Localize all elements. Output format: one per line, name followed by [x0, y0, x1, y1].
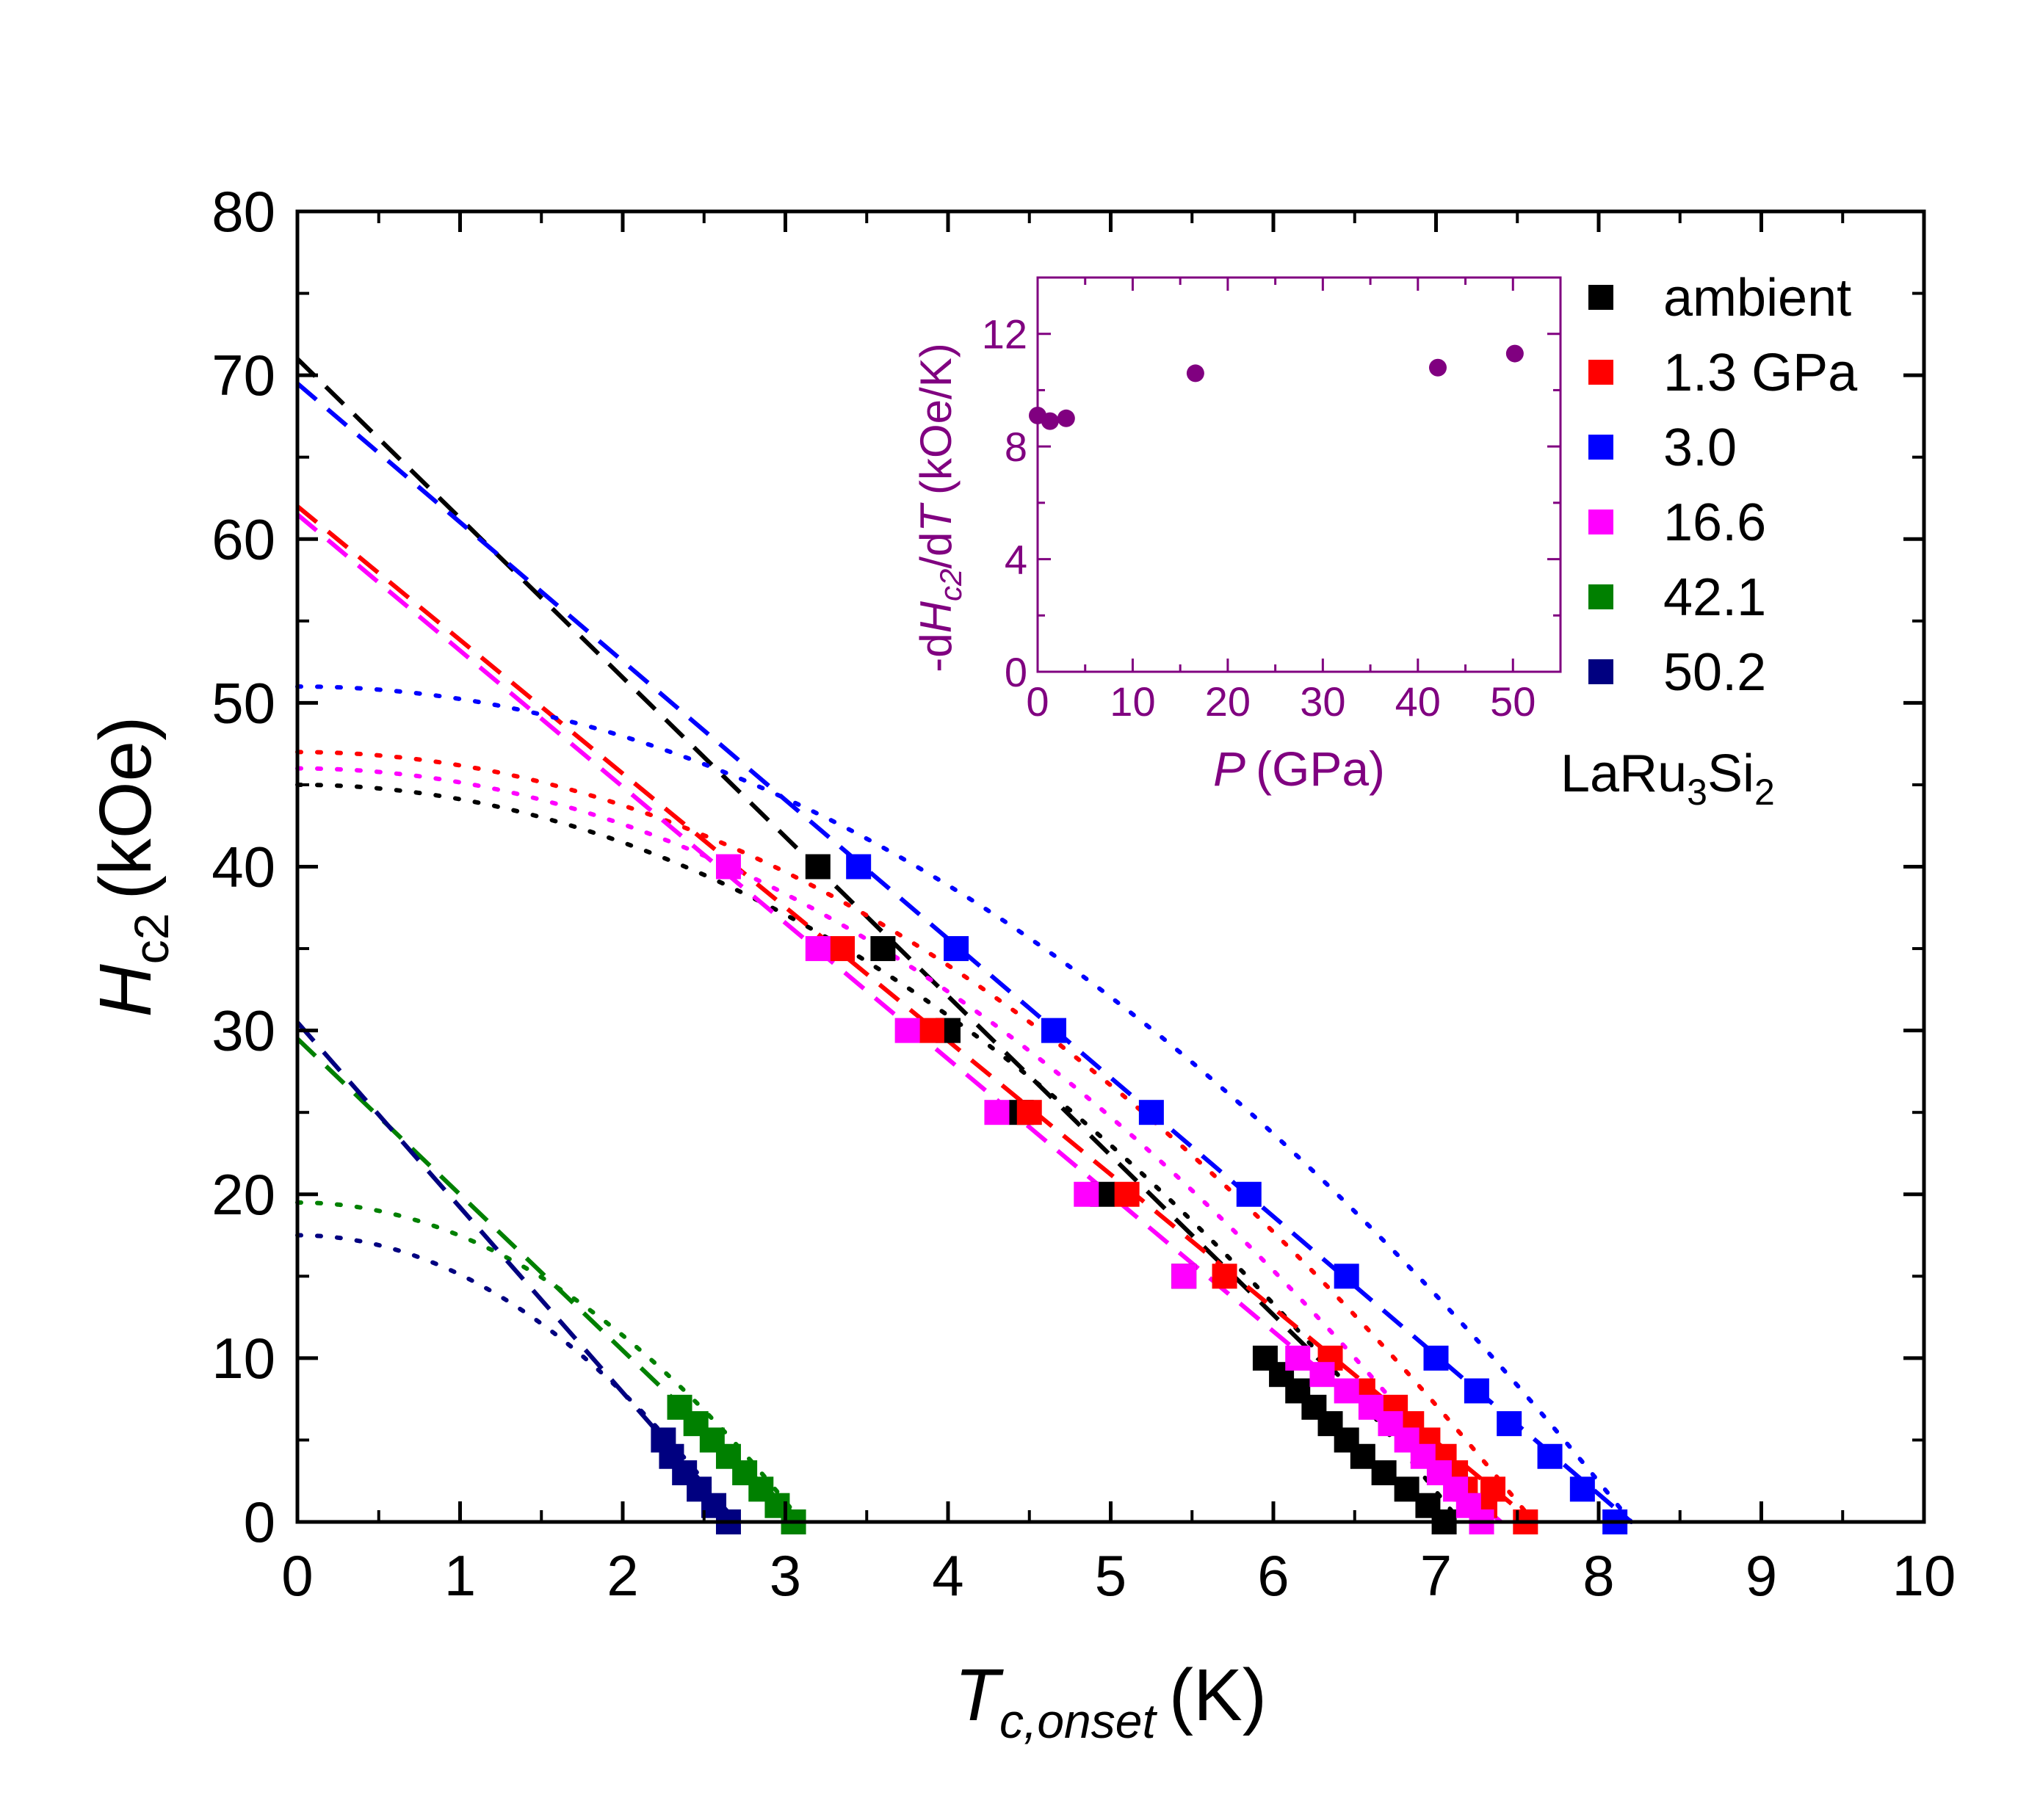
data-point [1041, 1018, 1066, 1043]
data-point [830, 936, 856, 962]
legend-marker [1588, 510, 1613, 534]
material-annotation: LaRu3Si2 [1560, 744, 1775, 813]
x-tick-label: 4 [932, 1543, 963, 1608]
linear-fit-line [295, 1020, 739, 1523]
data-point [715, 854, 741, 880]
data-point [805, 936, 831, 962]
data-point [1480, 1476, 1506, 1502]
main-plot-frame [295, 209, 1926, 1524]
data-point [894, 1018, 920, 1043]
inset-x-tick-label: 10 [1110, 678, 1155, 725]
inset-x-tick-label: 40 [1395, 678, 1441, 725]
data-point [1423, 1345, 1449, 1371]
legend-label: ambient [1663, 269, 1851, 327]
x-tick-label: 1 [444, 1543, 476, 1608]
inset-data-point [1057, 409, 1075, 427]
data-point [1497, 1411, 1522, 1437]
inset-y-tick-label: 0 [1005, 649, 1027, 695]
inset-plot-frame [1036, 276, 1562, 673]
legend-marker [1588, 360, 1613, 385]
y-tick-label: 0 [244, 1490, 275, 1554]
x-tick-label: 2 [607, 1543, 638, 1608]
data-point [1212, 1264, 1237, 1289]
y-tick-label: 10 [211, 1326, 275, 1391]
x-tick-label: 8 [1583, 1543, 1614, 1608]
inset-x-tick-label: 30 [1300, 678, 1345, 725]
inset-data-point [1186, 364, 1204, 383]
legend-label: 1.3 GPa [1663, 344, 1858, 402]
data-point [805, 854, 831, 880]
y-tick-label: 20 [211, 1162, 275, 1227]
legend-label: 42.1 [1663, 568, 1766, 627]
data-point [1074, 1181, 1099, 1207]
inset-x-tick-label: 20 [1205, 678, 1251, 725]
y-tick-label: 60 [211, 507, 275, 571]
x-tick-label: 0 [281, 1543, 313, 1608]
inset-y-tick-label: 12 [982, 311, 1027, 358]
legend-marker [1588, 285, 1613, 310]
data-point [1138, 1100, 1164, 1125]
y-tick-label: 30 [211, 998, 275, 1063]
data-point [1394, 1476, 1419, 1502]
linear-fit-line [296, 512, 1503, 1524]
x-tick-label: 10 [1892, 1543, 1956, 1608]
y-tick-label: 70 [211, 343, 275, 407]
main-data-points [651, 854, 1628, 1534]
whh-fit-curve [295, 782, 1463, 1524]
data-point [944, 936, 969, 962]
data-point [1371, 1460, 1397, 1486]
data-point [1114, 1181, 1140, 1207]
data-point [919, 1018, 944, 1043]
legend-marker [1588, 435, 1613, 460]
data-point [846, 854, 872, 880]
data-point [870, 936, 896, 962]
inset-data-point [1505, 344, 1524, 363]
legend-label: 16.6 [1663, 493, 1766, 552]
whh-fit-curve [295, 750, 1536, 1524]
main-x-axis-label: Tc,onset (K) [955, 1654, 1267, 1748]
x-tick-label: 3 [770, 1543, 801, 1608]
whh-fit-curve [295, 1200, 804, 1524]
data-point [1464, 1378, 1489, 1404]
data-point [1285, 1345, 1311, 1371]
data-point [1569, 1476, 1595, 1502]
inset-x-axis-label: P (GPa) [1213, 742, 1385, 796]
data-point [984, 1100, 1010, 1125]
inset-x-tick-label: 50 [1490, 678, 1536, 725]
inset-x-tick-label: 0 [1026, 678, 1049, 725]
inset-data-points [1029, 344, 1524, 430]
main-y-axis-label: Hc2(kOe) [84, 717, 178, 1018]
data-point [1537, 1443, 1563, 1469]
legend-label: 50.2 [1663, 643, 1766, 702]
y-tick-label: 80 [211, 179, 275, 244]
data-point [1016, 1100, 1042, 1125]
x-tick-label: 9 [1746, 1543, 1777, 1608]
data-point [1350, 1443, 1375, 1469]
whh-fit-curve [295, 684, 1634, 1524]
legend: ambient 1.3 GPa 3.0 16.6 42.1 50.2 [1588, 269, 1858, 702]
y-tick-label: 40 [211, 835, 275, 899]
inset-data-point [1429, 358, 1447, 377]
inset-data-point [1041, 412, 1059, 430]
whh-fit-curve [295, 1233, 739, 1524]
data-point [1334, 1378, 1359, 1404]
legend-marker [1588, 659, 1613, 684]
x-tick-label: 6 [1257, 1543, 1289, 1608]
inset-y-axis-label: -dHc2/dT(kOe/K) [911, 343, 968, 672]
x-tick-label: 5 [1095, 1543, 1126, 1608]
legend-label: 3.0 [1663, 418, 1737, 477]
inset-y-tick-label: 4 [1005, 537, 1027, 583]
y-tick-label: 50 [211, 670, 275, 735]
data-point [1171, 1264, 1197, 1289]
legend-marker [1588, 584, 1613, 609]
x-tick-label: 7 [1420, 1543, 1452, 1608]
inset-axis-ticks: 0 10 20 30 40 50 0 4 8 12 [982, 278, 1560, 725]
data-point [1236, 1181, 1262, 1207]
data-point [1334, 1264, 1359, 1289]
inset-y-tick-label: 8 [1005, 424, 1027, 470]
data-point [1309, 1362, 1335, 1388]
inset-chart: 0 10 20 30 40 50 0 4 8 12 P (GPa) -dHc2/dT(kOe/K) [911, 276, 1562, 796]
